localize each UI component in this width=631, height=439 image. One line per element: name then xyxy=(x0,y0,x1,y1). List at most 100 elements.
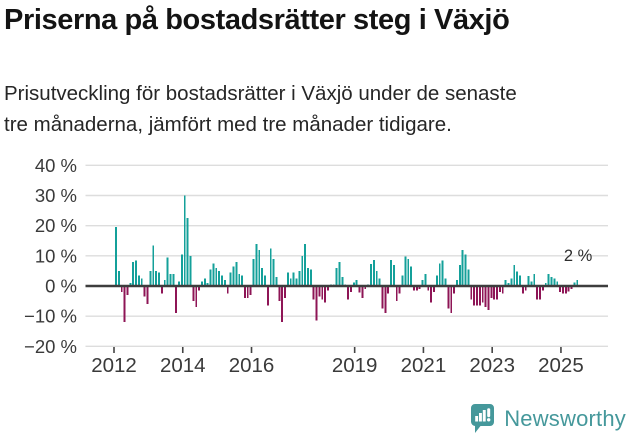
bar xyxy=(195,286,198,308)
bar xyxy=(461,249,464,286)
bar xyxy=(539,286,541,300)
bar xyxy=(117,270,120,286)
bar xyxy=(387,286,390,294)
bar xyxy=(547,273,550,286)
bar xyxy=(152,245,155,286)
bar xyxy=(129,282,132,286)
bar xyxy=(272,258,275,286)
bar xyxy=(349,286,352,293)
bar xyxy=(149,270,152,286)
bar xyxy=(198,286,201,291)
bar xyxy=(186,218,189,286)
bar xyxy=(315,286,318,321)
bar xyxy=(266,286,269,306)
bar xyxy=(384,286,387,313)
logo-bar-small xyxy=(475,416,479,422)
bar xyxy=(398,286,401,294)
bar xyxy=(275,276,278,286)
bar xyxy=(421,279,424,286)
bar xyxy=(435,275,438,286)
bar xyxy=(570,286,573,290)
bar xyxy=(249,286,252,296)
bar xyxy=(550,276,553,286)
bar xyxy=(307,267,309,286)
x-tick-label: 2019 xyxy=(332,354,378,377)
y-tick-label: 10 % xyxy=(35,245,77,266)
bar xyxy=(324,286,327,303)
y-tick-label: 40 % xyxy=(35,155,77,176)
bar xyxy=(123,286,126,323)
bar xyxy=(521,286,524,294)
bar xyxy=(453,286,456,294)
newsworthy-logo-icon xyxy=(471,404,495,433)
bar xyxy=(559,286,562,293)
bar xyxy=(309,269,312,286)
logo-bar-tall xyxy=(482,410,486,422)
bar xyxy=(232,266,235,286)
bar xyxy=(467,269,470,286)
bar xyxy=(458,264,461,286)
y-tick-label: 20 % xyxy=(35,215,77,236)
bar xyxy=(327,286,329,291)
bar xyxy=(255,243,258,286)
bar xyxy=(561,286,564,294)
bar xyxy=(507,282,510,286)
chart-subtitle: Prisutveckling för bostadsrätter i Växjö… xyxy=(4,78,628,140)
x-tick-label: 2023 xyxy=(469,354,515,377)
bar xyxy=(318,286,321,297)
bar xyxy=(496,286,498,300)
bar xyxy=(375,270,378,286)
x-tick-label: 2025 xyxy=(538,354,584,377)
bar xyxy=(418,286,421,290)
y-tick-label: 30 % xyxy=(35,185,77,206)
bar xyxy=(390,259,392,286)
bar xyxy=(221,275,223,286)
brand-footer: Newsworthy xyxy=(470,403,626,434)
bar xyxy=(246,286,249,299)
bar xyxy=(172,273,175,286)
bar xyxy=(487,286,490,311)
x-tick-label: 2014 xyxy=(160,354,206,377)
logo-bar-medium xyxy=(479,413,483,422)
bar xyxy=(215,267,218,286)
bar xyxy=(484,286,487,308)
bar xyxy=(498,286,501,293)
bar xyxy=(541,286,544,291)
bar xyxy=(189,255,192,286)
bar xyxy=(564,286,567,294)
bar xyxy=(527,276,530,286)
bar xyxy=(536,286,539,300)
bar xyxy=(163,279,166,286)
bar xyxy=(135,260,138,286)
bar xyxy=(450,286,453,314)
bar xyxy=(175,286,178,314)
x-tick-label: 2016 xyxy=(229,354,275,377)
bar xyxy=(143,286,146,297)
bar xyxy=(444,278,447,286)
bar xyxy=(209,269,212,286)
bars-group xyxy=(115,195,579,323)
bar xyxy=(407,258,410,286)
y-tick-label: 0 % xyxy=(45,276,77,297)
bar xyxy=(556,281,559,286)
bar xyxy=(430,286,433,303)
bar xyxy=(281,286,284,323)
bar xyxy=(146,286,149,305)
bar xyxy=(278,286,281,302)
bar xyxy=(481,286,484,303)
bar xyxy=(252,258,255,286)
bar xyxy=(415,286,418,291)
bar xyxy=(192,286,195,302)
bar xyxy=(183,195,186,286)
subtitle-line-1: Prisutveckling för bostadsrätter i Växjö… xyxy=(4,82,517,105)
bar xyxy=(289,278,292,286)
chart-title: Priserna på bostadsrätter steg i Växjö xyxy=(4,4,510,36)
y-tick-label: −20 % xyxy=(24,336,77,357)
bar xyxy=(504,279,507,286)
bar xyxy=(476,286,478,306)
bar xyxy=(395,286,398,302)
bar xyxy=(433,286,435,293)
bar xyxy=(392,264,395,286)
bar xyxy=(576,279,579,286)
